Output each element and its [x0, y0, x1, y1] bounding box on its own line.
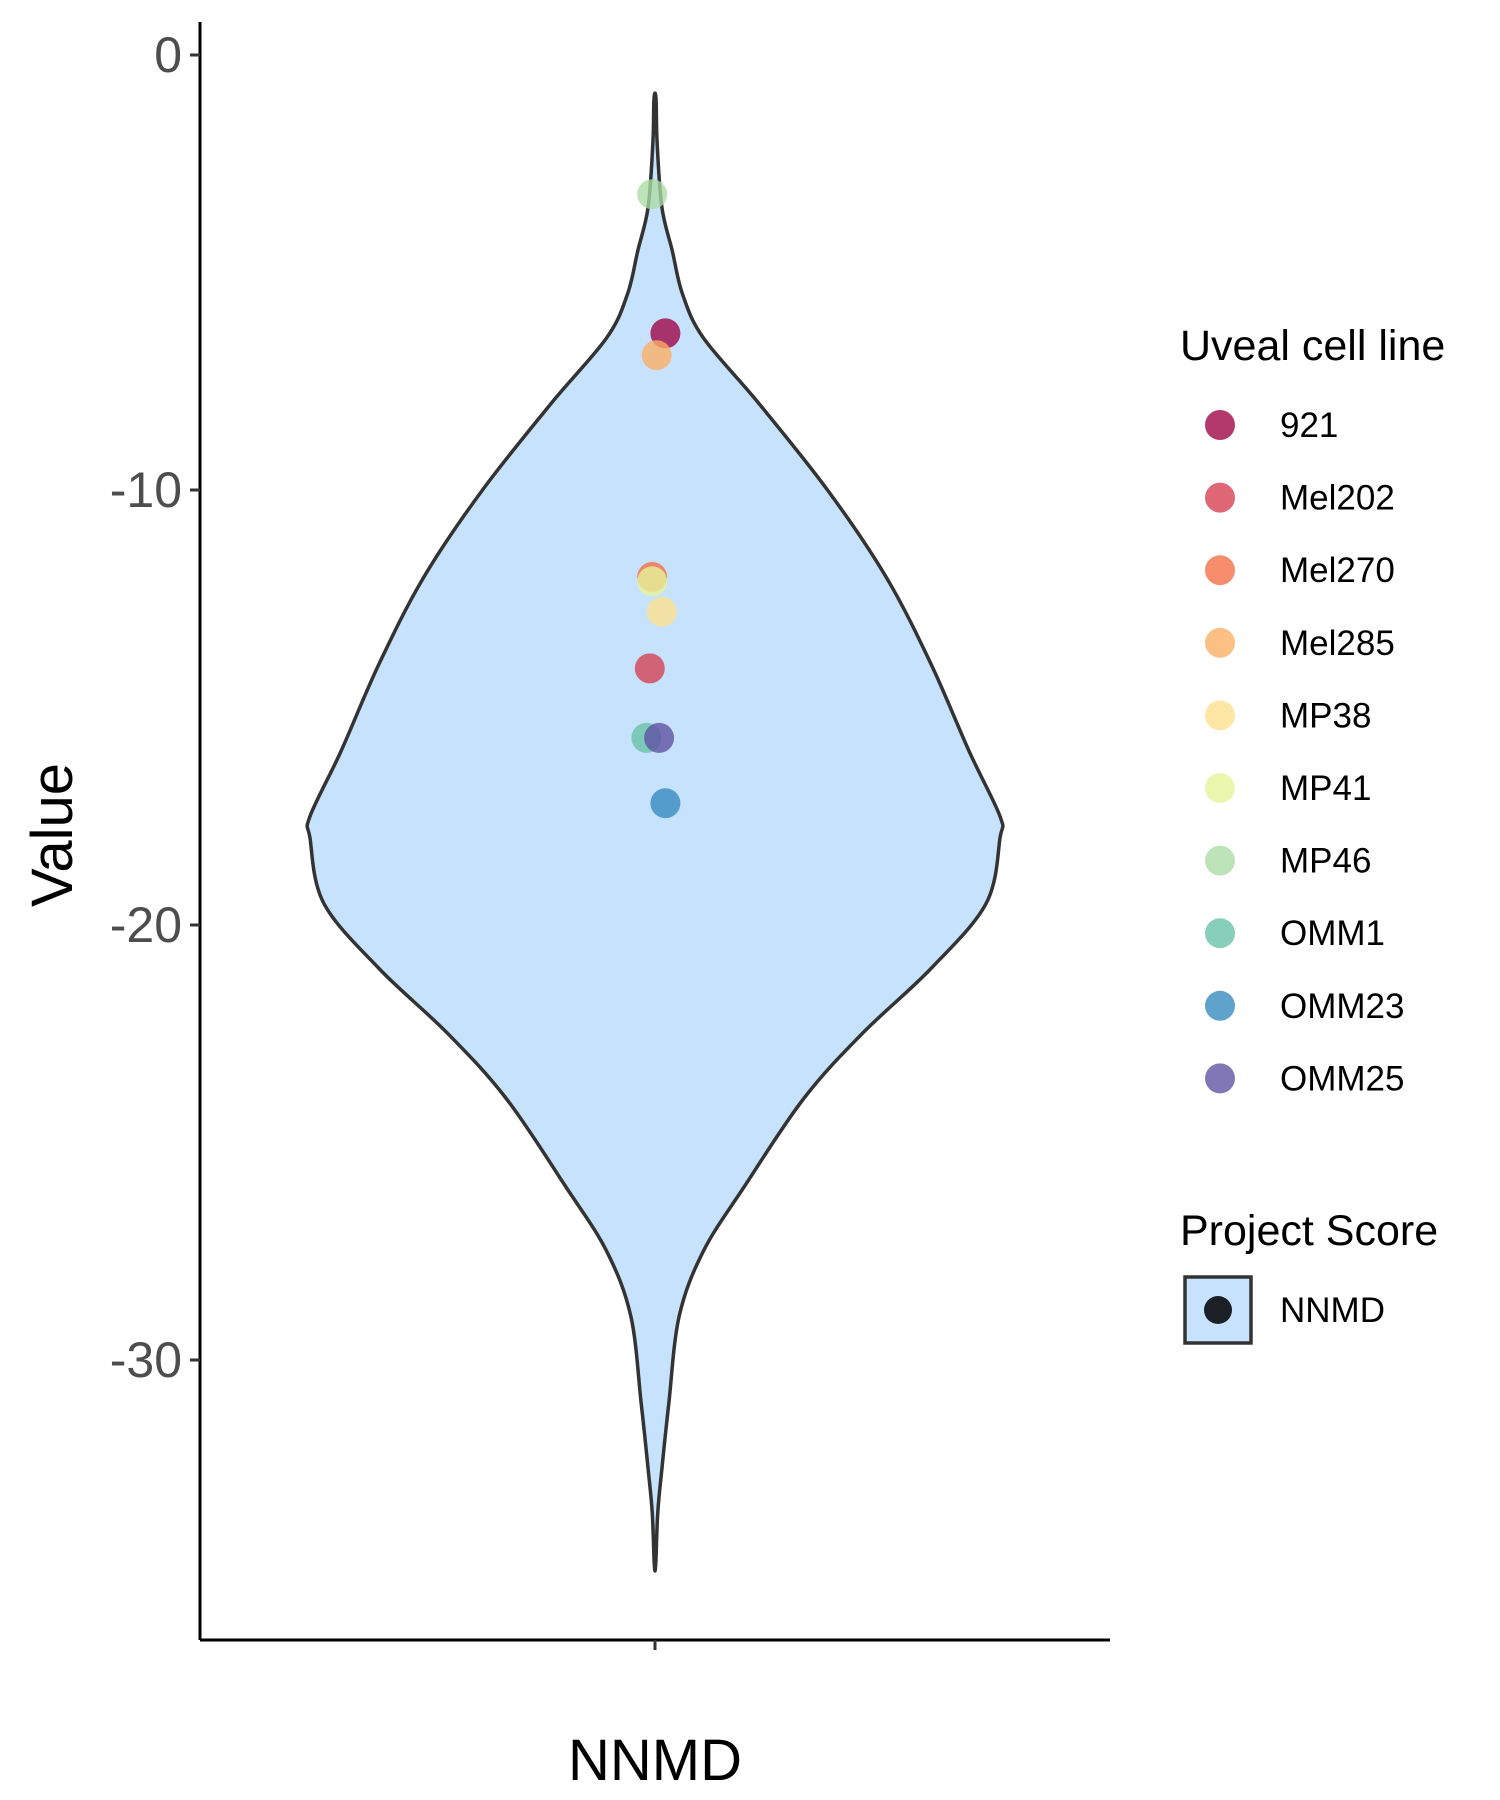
x-tick-label: NNMD	[568, 1728, 742, 1793]
legend-project-score-items: NNMD	[1183, 1275, 1385, 1345]
point-omm25	[644, 722, 675, 753]
legend-label-mp38: MP38	[1280, 696, 1371, 735]
y-axis-ticks: 0 -10 -20 -30	[110, 27, 200, 1388]
legend-swatch-omm1	[1205, 918, 1235, 949]
y-tick-label: 0	[154, 27, 182, 83]
legend-label-mp46: MP46	[1280, 842, 1371, 881]
legend-label-mel202: Mel202	[1280, 479, 1395, 518]
plot-area	[305, 91, 1005, 1573]
legend-swatch-omm25	[1205, 1063, 1235, 1094]
legend-swatch-point	[1204, 1296, 1232, 1324]
legend-label-nnmd: NNMD	[1280, 1291, 1385, 1330]
point-mp38	[646, 596, 677, 627]
x-axis-ticks: NNMD	[568, 1640, 742, 1793]
legend-swatch-mel270	[1205, 555, 1235, 586]
point-mp46	[637, 179, 668, 210]
legend-title-project-score: Project Score	[1180, 1207, 1438, 1255]
axes: 0 -10 -20 -30 NNMD Value	[20, 22, 1110, 1793]
point-mel285	[641, 340, 672, 371]
legend-label-omm23: OMM23	[1280, 987, 1404, 1026]
y-tick-label: -20	[110, 897, 182, 953]
legend-swatch-mel285	[1205, 627, 1235, 658]
legend-label-mel270: Mel270	[1280, 551, 1395, 590]
violin-shape	[305, 91, 1005, 1573]
legend-title-cell-line: Uveal cell line	[1180, 322, 1445, 370]
legend-swatch-mp38	[1205, 700, 1235, 731]
y-tick-label: -30	[110, 1332, 182, 1388]
legend-label-921: 921	[1280, 406, 1338, 445]
legend-swatch-921	[1205, 410, 1235, 440]
legend-swatch-mp46	[1205, 845, 1235, 876]
point-mp41	[637, 566, 668, 597]
y-axis-title: Value	[20, 763, 85, 907]
legend-cell-line-items: 921 Mel202 Mel270 Mel285 MP38 MP41 MP46 OMM1 OMM…	[1205, 406, 1404, 1098]
legend-swatch-omm23	[1205, 990, 1235, 1021]
legend-label-mel285: Mel285	[1280, 624, 1395, 663]
point-mel202	[634, 653, 665, 684]
legend-label-omm25: OMM25	[1280, 1059, 1404, 1098]
legend: Uveal cell line 921 Mel202 Mel270 Mel285 MP3…	[1180, 322, 1445, 1345]
point-omm23	[650, 788, 681, 819]
legend-label-omm1: OMM1	[1280, 914, 1385, 953]
legend-label-mp41: MP41	[1280, 769, 1371, 808]
y-tick-label: -10	[110, 462, 182, 518]
data-points	[631, 179, 681, 819]
legend-swatch-mp41	[1205, 773, 1235, 803]
legend-swatch-mel202	[1205, 482, 1235, 513]
